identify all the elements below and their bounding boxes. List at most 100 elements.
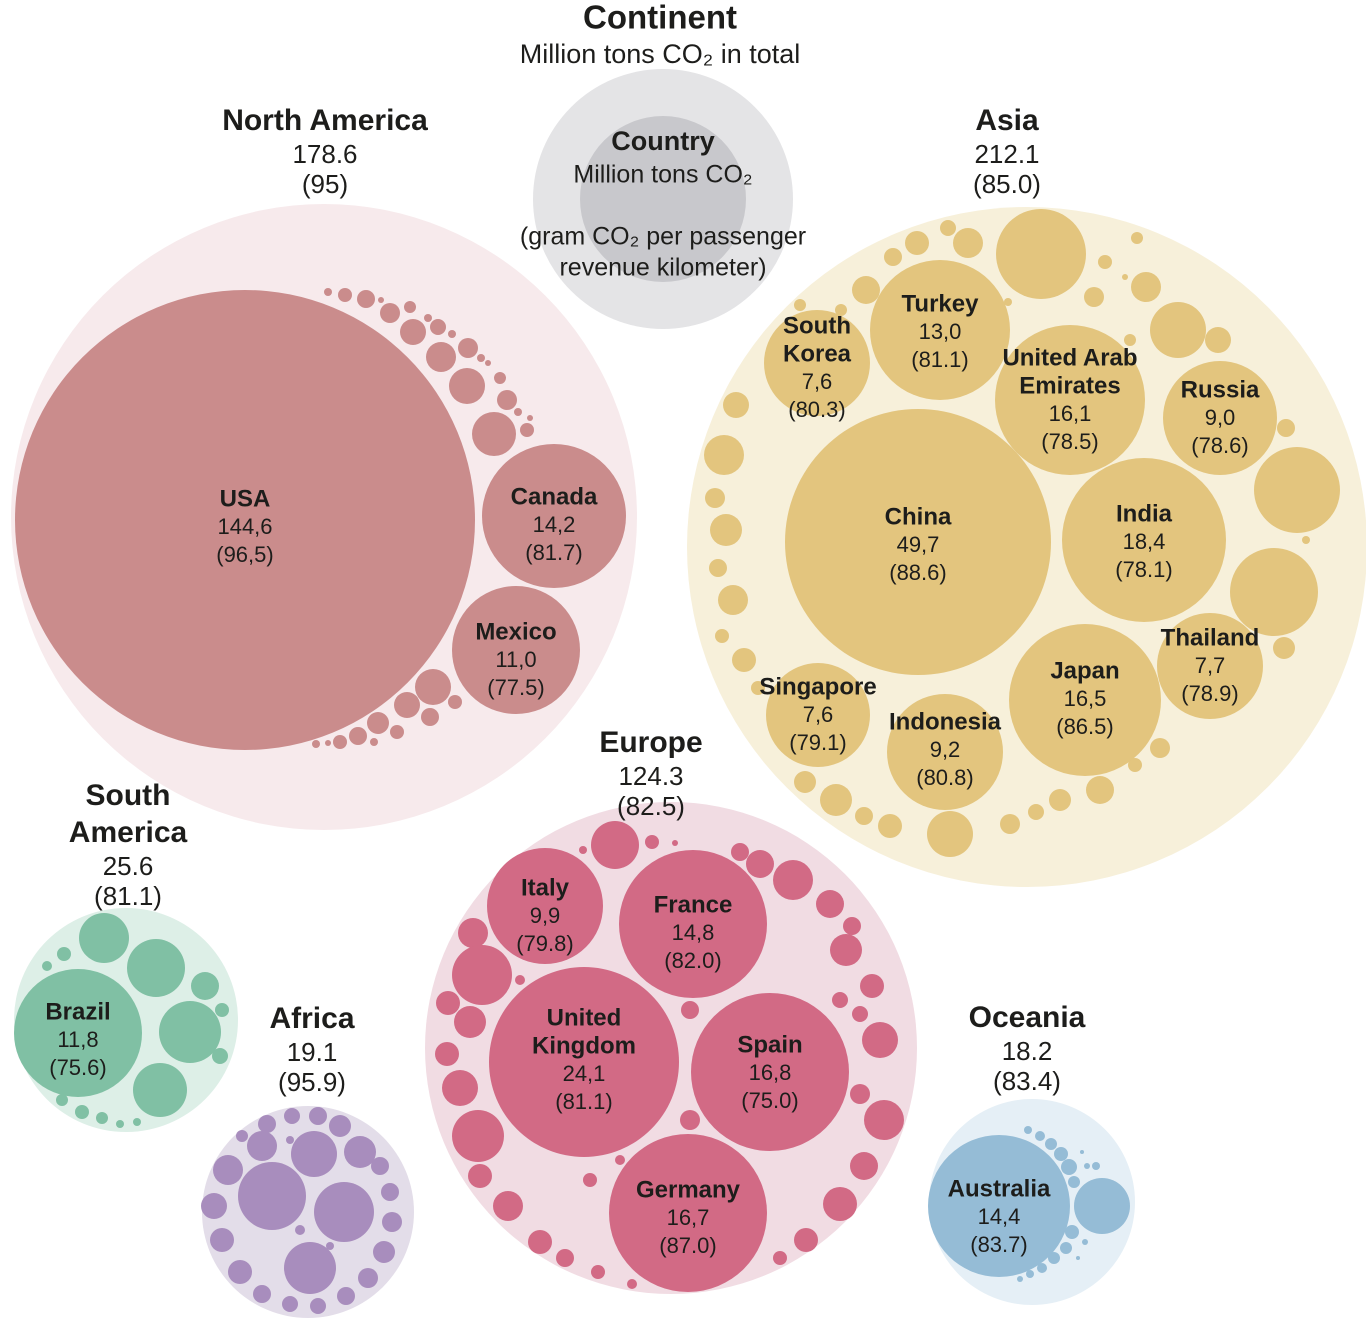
unlabeled-country-bubble: [282, 1296, 298, 1312]
legend-country-unit: Million tons CO₂: [573, 161, 752, 189]
country-label-italy: Italy: [521, 874, 570, 901]
country-label-south-korea: (80.3): [788, 397, 845, 422]
unlabeled-country-bubble: [448, 330, 456, 338]
country-label-russia: Russia: [1181, 376, 1260, 403]
unlabeled-country-bubble: [850, 1152, 878, 1180]
country-bubble-australia: [928, 1135, 1070, 1277]
country-label-united-kingdom: United: [547, 1004, 622, 1031]
country-label-canada: (81.7): [525, 540, 582, 565]
unlabeled-country-bubble: [905, 231, 929, 255]
unlabeled-country-bubble: [832, 992, 848, 1008]
country-label-canada: 14,2: [533, 512, 576, 537]
continent-intensity-north-america: (95): [302, 169, 348, 199]
unlabeled-country-bubble: [337, 1287, 355, 1305]
unlabeled-country-bubble: [394, 692, 420, 718]
unlabeled-country-bubble: [326, 1242, 334, 1250]
country-label-mexico: Mexico: [475, 618, 556, 645]
unlabeled-country-bubble: [349, 727, 367, 745]
country-label-turkey: (81.1): [911, 347, 968, 372]
unlabeled-country-bubble: [1004, 298, 1012, 306]
unlabeled-country-bubble: [435, 1042, 459, 1066]
unlabeled-country-bubble: [852, 276, 880, 304]
country-label-spain: Spain: [737, 1031, 802, 1058]
country-bubble-china: [785, 409, 1051, 675]
country-bubble-south-korea: [764, 310, 870, 416]
unlabeled-country-bubble: [452, 945, 512, 1005]
country-label-italy: 9,9: [530, 903, 561, 928]
continent-total-africa: 19.1: [287, 1037, 338, 1067]
unlabeled-country-bubble: [732, 648, 756, 672]
country-label-china: China: [885, 503, 952, 530]
country-bubble-russia: [1163, 361, 1277, 475]
unlabeled-country-bubble: [1074, 1178, 1130, 1234]
unlabeled-country-bubble: [314, 1182, 374, 1242]
country-bubble-canada: [482, 444, 626, 588]
country-label-turkey: 13,0: [919, 319, 962, 344]
country-label-indonesia: 9,2: [930, 737, 961, 762]
country-label-brazil: 11,8: [57, 1027, 98, 1052]
unlabeled-country-bubble: [556, 1249, 574, 1267]
unlabeled-country-bubble: [835, 304, 847, 316]
unlabeled-country-bubble: [773, 860, 813, 900]
unlabeled-country-bubble: [731, 843, 749, 861]
unlabeled-country-bubble: [75, 1105, 89, 1119]
unlabeled-country-bubble: [358, 1268, 378, 1288]
unlabeled-country-bubble: [1068, 1176, 1080, 1188]
unlabeled-country-bubble: [258, 1115, 276, 1133]
unlabeled-country-bubble: [1024, 1126, 1032, 1134]
unlabeled-country-bubble: [820, 784, 852, 816]
unlabeled-country-bubble: [940, 220, 956, 236]
continent-intensity-africa: (95.9): [278, 1067, 346, 1097]
unlabeled-country-bubble: [1302, 536, 1310, 544]
unlabeled-country-bubble: [1061, 1159, 1077, 1175]
unlabeled-country-bubble: [309, 1107, 327, 1125]
unlabeled-country-bubble: [672, 840, 678, 846]
unlabeled-country-bubble: [421, 708, 439, 726]
country-label-south-korea: 7,6: [802, 369, 833, 394]
country-bubble-united-arab-emirates: [995, 325, 1145, 475]
unlabeled-country-bubble: [681, 1001, 699, 1019]
unlabeled-country-bubble: [680, 1110, 700, 1130]
unlabeled-country-bubble: [42, 961, 52, 971]
unlabeled-country-bubble: [704, 435, 744, 475]
unlabeled-country-bubble: [715, 629, 729, 643]
country-label-singapore: Singapore: [759, 673, 876, 700]
unlabeled-country-bubble: [286, 1136, 294, 1144]
unlabeled-country-bubble: [133, 1063, 187, 1117]
unlabeled-country-bubble: [1065, 1225, 1079, 1239]
country-label-japan: Japan: [1050, 657, 1119, 684]
country-label-mexico: 11,0: [495, 647, 536, 672]
unlabeled-country-bubble: [843, 917, 861, 935]
unlabeled-country-bubble: [751, 681, 765, 695]
country-label-france: 14,8: [672, 920, 715, 945]
country-bubble-spain: [691, 993, 849, 1151]
country-label-germany: Germany: [636, 1176, 741, 1203]
unlabeled-country-bubble: [191, 972, 219, 1000]
unlabeled-country-bubble: [705, 488, 725, 508]
unlabeled-country-bubble: [284, 1242, 336, 1294]
country-label-india: (78.1): [1115, 557, 1172, 582]
continent-total-europe: 124.3: [618, 761, 683, 791]
unlabeled-country-bubble: [56, 1094, 68, 1106]
unlabeled-country-bubble: [247, 1131, 277, 1161]
country-label-united-arab-emirates: Emirates: [1019, 372, 1120, 399]
unlabeled-country-bubble: [1000, 814, 1020, 834]
unlabeled-country-bubble: [390, 725, 404, 739]
unlabeled-country-bubble: [472, 412, 516, 456]
unlabeled-country-bubble: [1049, 789, 1071, 811]
unlabeled-country-bubble: [116, 1120, 124, 1128]
unlabeled-country-bubble: [228, 1260, 252, 1284]
continent-total-south-america: 25.6: [103, 851, 154, 881]
unlabeled-country-bubble: [371, 1157, 389, 1175]
unlabeled-country-bubble: [862, 1022, 898, 1058]
legend-subtitle: Million tons CO₂ in total: [520, 39, 801, 69]
continent-total-north-america: 178.6: [292, 139, 357, 169]
unlabeled-country-bubble: [370, 738, 378, 746]
unlabeled-country-bubble: [454, 1006, 486, 1038]
unlabeled-country-bubble: [709, 559, 727, 577]
country-label-france: (82.0): [664, 948, 721, 973]
country-bubble-indonesia: [887, 694, 1003, 810]
